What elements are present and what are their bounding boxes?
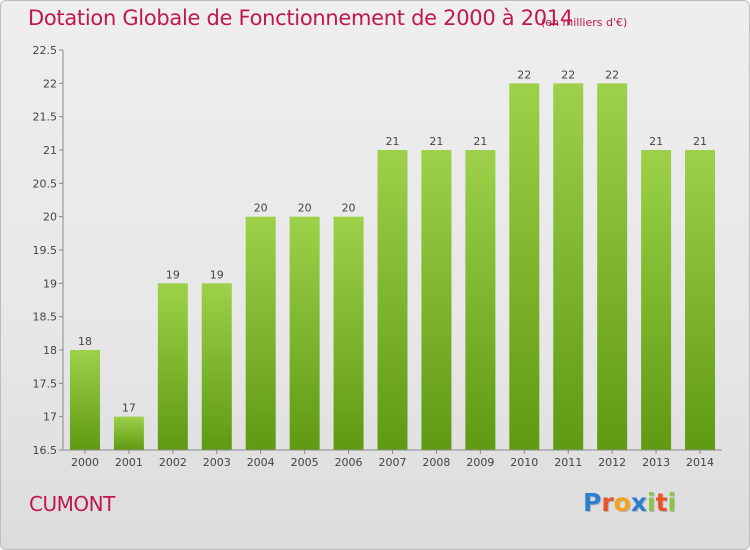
y-tick-label: 17.5 xyxy=(33,377,58,390)
bar-value-label: 20 xyxy=(254,202,268,215)
logo-letter: i xyxy=(647,488,656,517)
bar-value-label: 18 xyxy=(78,335,92,348)
chart-title: Dotation Globale de Fonctionnement de 20… xyxy=(28,6,573,30)
x-tick-label: 2000 xyxy=(71,456,99,469)
x-tick-label: 2007 xyxy=(379,456,407,469)
bar-2009 xyxy=(465,150,496,450)
logo-letter: o xyxy=(613,488,631,517)
bar-2004 xyxy=(245,216,276,450)
bar-2014 xyxy=(685,150,716,450)
bar-value-label: 22 xyxy=(561,68,575,81)
x-tick-label: 2005 xyxy=(291,456,319,469)
bar-value-label: 21 xyxy=(386,135,400,148)
bar-2007 xyxy=(377,150,408,450)
y-tick-label: 19.5 xyxy=(33,244,58,257)
bar-value-label: 22 xyxy=(605,68,619,81)
logo-letter: P xyxy=(583,488,602,517)
logo-letter: t xyxy=(655,488,668,517)
y-tick-label: 21 xyxy=(43,144,57,157)
bar-2012 xyxy=(597,83,628,450)
bar-value-label: 19 xyxy=(166,268,180,281)
x-tick-label: 2002 xyxy=(159,456,187,469)
bar-2011 xyxy=(553,83,584,450)
bar-2010 xyxy=(509,83,540,450)
y-tick-label: 20 xyxy=(43,211,57,224)
bar-2001 xyxy=(113,416,144,450)
bar-2006 xyxy=(333,216,364,450)
bar-2003 xyxy=(201,283,232,450)
bar-value-label: 21 xyxy=(649,135,663,148)
logo-letter: x xyxy=(630,488,647,517)
x-tick-label: 2006 xyxy=(335,456,363,469)
bar-value-label: 19 xyxy=(210,268,224,281)
x-tick-label: 2011 xyxy=(554,456,582,469)
y-tick-label: 21.5 xyxy=(33,111,58,124)
x-tick-label: 2012 xyxy=(598,456,626,469)
y-tick-label: 17 xyxy=(43,411,57,424)
logo-letter: r xyxy=(601,488,614,517)
x-tick-label: 2008 xyxy=(422,456,450,469)
y-tick-label: 16.5 xyxy=(33,444,58,457)
bar-2005 xyxy=(289,216,320,450)
bar-2002 xyxy=(157,283,188,450)
y-tick-label: 19 xyxy=(43,277,57,290)
x-tick-label: 2010 xyxy=(510,456,538,469)
y-tick-label: 18.5 xyxy=(33,311,58,324)
bar-2000 xyxy=(69,350,100,450)
commune-name: CUMONT xyxy=(29,492,115,516)
bar-value-label: 22 xyxy=(517,68,531,81)
y-tick-label: 22.5 xyxy=(33,44,58,57)
bar-value-label: 20 xyxy=(298,202,312,215)
x-tick-label: 2004 xyxy=(247,456,275,469)
y-tick-label: 18 xyxy=(43,344,57,357)
y-tick-label: 22 xyxy=(43,77,57,90)
x-tick-label: 2009 xyxy=(466,456,494,469)
bar-value-label: 21 xyxy=(693,135,707,148)
chart-subtitle: (en milliers d'€) xyxy=(541,16,628,29)
y-tick-label: 20.5 xyxy=(33,177,58,190)
bar-value-label: 21 xyxy=(429,135,443,148)
bar-2013 xyxy=(641,150,672,450)
bar-2008 xyxy=(421,150,452,450)
proxiti-logo: Proxiti xyxy=(583,488,676,517)
x-tick-label: 2001 xyxy=(115,456,143,469)
bar-value-label: 21 xyxy=(473,135,487,148)
bar-value-label: 20 xyxy=(342,202,356,215)
x-tick-label: 2013 xyxy=(642,456,670,469)
x-tick-label: 2003 xyxy=(203,456,231,469)
bar-value-label: 17 xyxy=(122,402,136,415)
x-tick-label: 2014 xyxy=(686,456,714,469)
logo-letter: i xyxy=(667,488,677,517)
